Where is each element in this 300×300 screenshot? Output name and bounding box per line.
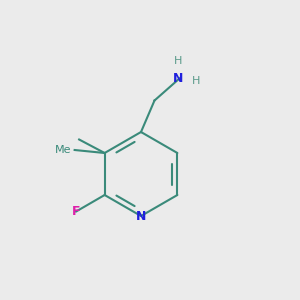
Text: H: H	[174, 56, 183, 67]
Text: Me: Me	[55, 145, 72, 155]
Text: N: N	[136, 209, 146, 223]
Text: F: F	[72, 205, 80, 218]
Text: N: N	[173, 71, 184, 85]
Text: H: H	[192, 76, 201, 86]
